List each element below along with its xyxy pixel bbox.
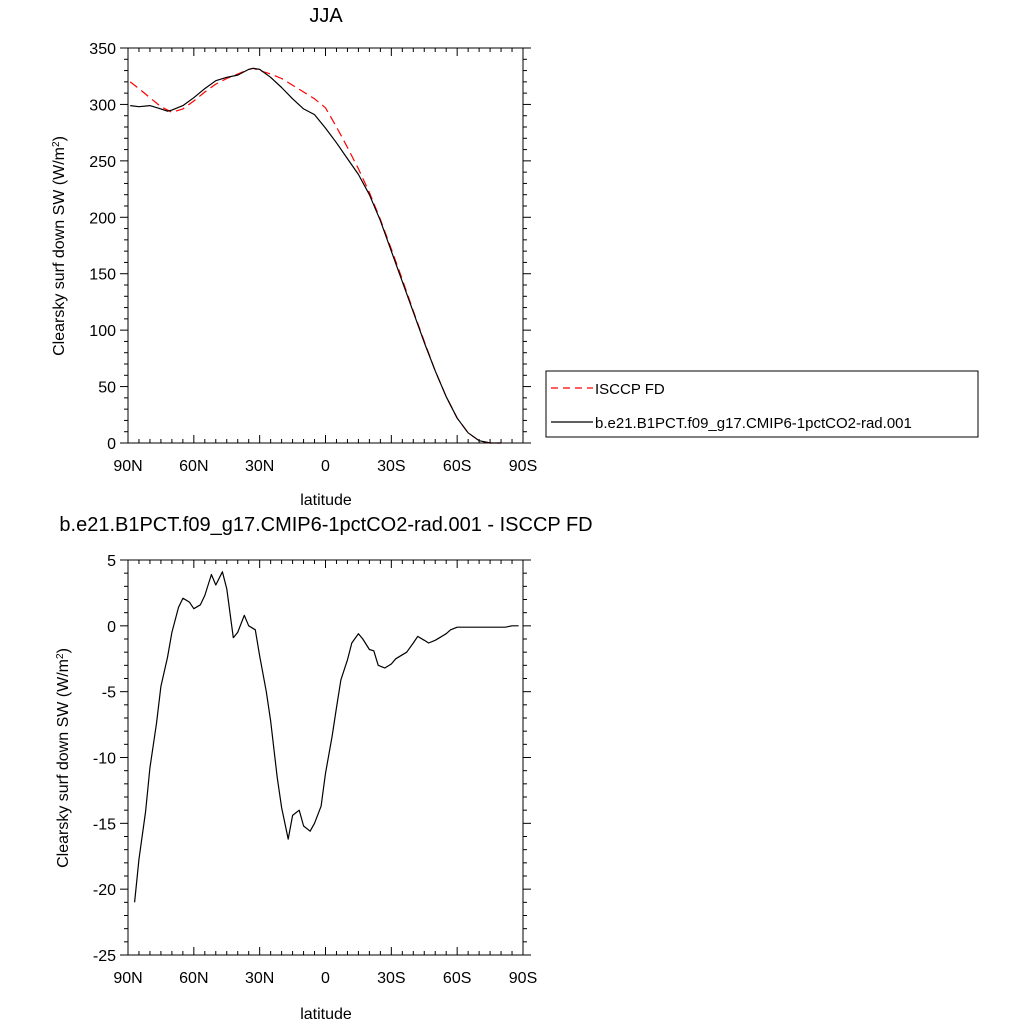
bottom-chart-y-tick-label: -25 bbox=[93, 948, 116, 965]
top-chart-y-tick-label: 100 bbox=[89, 323, 116, 340]
bottom-chart-ylabel: Clearsky surf down SW (W/m2) bbox=[55, 648, 73, 868]
bottom-chart-x-tick-label: 30S bbox=[377, 970, 405, 987]
top-chart-x-tick-label: 0 bbox=[321, 458, 330, 475]
bottom-chart-x-tick-label: 90N bbox=[113, 970, 142, 987]
bottom-chart-y-tick-label: 5 bbox=[107, 553, 116, 570]
bottom-chart-y-tick-label: -10 bbox=[93, 751, 116, 768]
top-chart-y-tick-label: 250 bbox=[89, 154, 116, 171]
bottom-chart-title: b.e21.B1PCT.f09_g17.CMIP6-1pctCO2-rad.00… bbox=[59, 514, 592, 536]
legend-box bbox=[545, 370, 979, 438]
top-chart-ylabel: Clearsky surf down SW (W/m2) bbox=[51, 136, 69, 356]
legend-label-isccp: ISCCP FD bbox=[595, 381, 665, 398]
bottom-chart-x-tick-label: 30N bbox=[245, 970, 274, 987]
top-chart-y-tick-label: 350 bbox=[89, 41, 116, 58]
bottom-chart-xlabel: latitude bbox=[300, 1006, 352, 1023]
bottom-chart-x-tick-label: 90S bbox=[509, 970, 537, 987]
bottom-chart-plot: 90N 60N 30N 0 30S 60S 90S -25 -20 -15 -10 -5 0 5 bbox=[93, 553, 537, 987]
top-chart-plot: 90N 60N 30N 0 30S 60S 90S 0 50 100 150 200 250 300 350 bbox=[89, 41, 537, 475]
top-chart-xlabel: latitude bbox=[300, 492, 352, 509]
top-chart-x-tick-label: 60S bbox=[443, 458, 471, 475]
legend-label-model: b.e21.B1PCT.f09_g17.CMIP6-1pctCO2-rad.00… bbox=[595, 415, 912, 432]
top-chart-y-tick-label: 150 bbox=[89, 267, 116, 284]
top-chart-x-tick-label: 30N bbox=[245, 458, 274, 475]
bottom-chart-x-tick-label: 0 bbox=[321, 970, 330, 987]
top-chart-series-isccp-fd-line bbox=[129, 67, 502, 444]
bottom-chart-x-tick-label: 60S bbox=[443, 970, 471, 987]
bottom-chart-frame bbox=[127, 559, 524, 956]
top-chart-x-tick-label: 90S bbox=[509, 458, 537, 475]
top-chart-y-tick-label: 0 bbox=[107, 436, 116, 453]
top-chart-y-tick-label: 300 bbox=[89, 97, 116, 114]
top-chart-x-tick-label: 90N bbox=[113, 458, 142, 475]
bottom-chart-series-model-line bbox=[134, 571, 519, 903]
bottom-chart-y-tick-label: 0 bbox=[107, 619, 116, 636]
top-chart-y-tick-label: 200 bbox=[89, 210, 116, 227]
top-chart-y-tick-label: 50 bbox=[98, 380, 116, 397]
legend: ISCCP FD b.e21.B1PCT.f09_g17.CMIP6-1pctC… bbox=[545, 370, 979, 438]
top-chart-series-model-line bbox=[130, 67, 502, 444]
bottom-chart-y-tick-label: -20 bbox=[93, 882, 116, 899]
top-chart-title: JJA bbox=[309, 5, 343, 27]
top-chart-x-tick-label: 30S bbox=[377, 458, 405, 475]
bottom-chart-x-tick-label: 60N bbox=[179, 970, 208, 987]
bottom-chart-y-tick-label: -5 bbox=[102, 685, 116, 702]
bottom-chart-y-tick-label: -15 bbox=[93, 816, 116, 833]
top-chart-x-tick-label: 60N bbox=[179, 458, 208, 475]
